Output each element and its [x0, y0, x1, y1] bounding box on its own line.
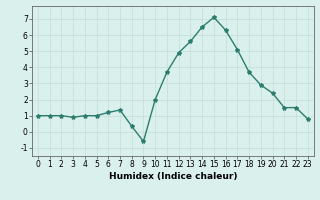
X-axis label: Humidex (Indice chaleur): Humidex (Indice chaleur): [108, 172, 237, 181]
